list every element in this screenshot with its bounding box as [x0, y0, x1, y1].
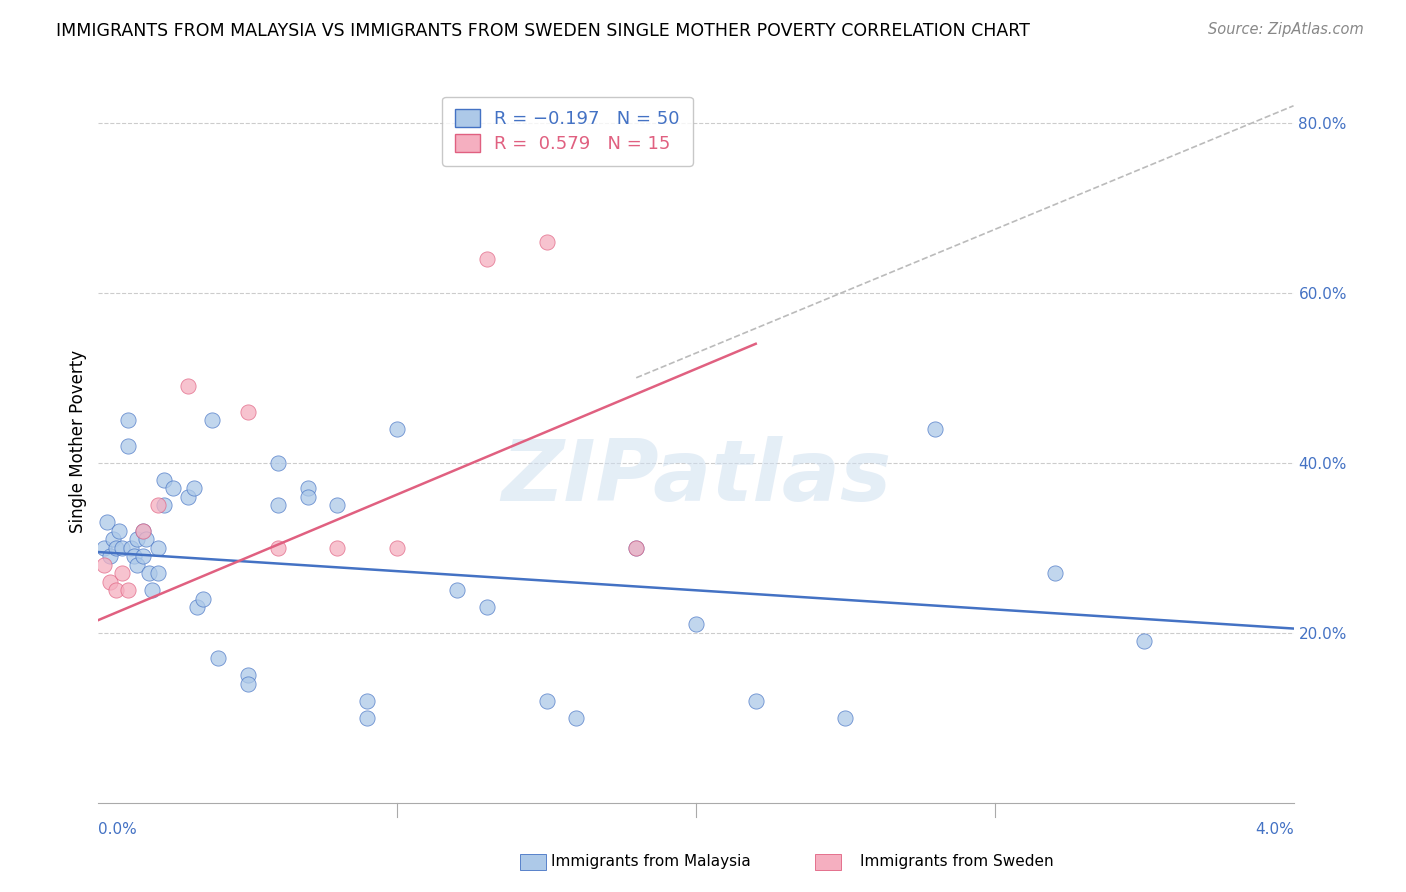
Point — [111, 541, 134, 555]
Point — [111, 566, 134, 581]
Point — [834, 711, 856, 725]
Point — [475, 600, 498, 615]
Point — [135, 533, 157, 547]
Point — [297, 490, 319, 504]
Point — [183, 481, 205, 495]
Point — [132, 549, 155, 564]
Point — [117, 413, 139, 427]
Point — [745, 694, 768, 708]
Point — [117, 583, 139, 598]
Point — [132, 524, 155, 538]
Point — [297, 481, 319, 495]
Point — [105, 541, 128, 555]
Text: ZIPatlas: ZIPatlas — [501, 436, 891, 519]
Point — [177, 490, 200, 504]
Point — [138, 566, 160, 581]
Point — [446, 583, 468, 598]
Point — [105, 583, 128, 598]
Point — [108, 524, 131, 538]
Text: 4.0%: 4.0% — [1254, 822, 1294, 837]
Point — [100, 549, 122, 564]
Point — [132, 524, 155, 538]
Text: IMMIGRANTS FROM MALAYSIA VS IMMIGRANTS FROM SWEDEN SINGLE MOTHER POVERTY CORRELA: IMMIGRANTS FROM MALAYSIA VS IMMIGRANTS F… — [56, 22, 1031, 40]
Point — [236, 677, 259, 691]
Point — [626, 541, 648, 555]
Point — [120, 541, 142, 555]
Text: Immigrants from Malaysia: Immigrants from Malaysia — [551, 855, 751, 869]
Point — [356, 711, 378, 725]
Text: Source: ZipAtlas.com: Source: ZipAtlas.com — [1208, 22, 1364, 37]
Text: Immigrants from Sweden: Immigrants from Sweden — [860, 855, 1054, 869]
Point — [1043, 566, 1066, 581]
Point — [385, 541, 409, 555]
Point — [626, 541, 648, 555]
Y-axis label: Single Mother Poverty: Single Mother Poverty — [69, 350, 87, 533]
Legend: R = −0.197   N = 50, R =  0.579   N = 15: R = −0.197 N = 50, R = 0.579 N = 15 — [441, 96, 693, 166]
Point — [565, 711, 588, 725]
Point — [96, 516, 118, 530]
Point — [148, 498, 170, 512]
Point — [356, 694, 378, 708]
Point — [148, 566, 170, 581]
Point — [127, 533, 149, 547]
Point — [326, 541, 349, 555]
Point — [177, 379, 200, 393]
Point — [267, 456, 290, 470]
Point — [236, 668, 259, 682]
Point — [201, 413, 224, 427]
Point — [475, 252, 498, 266]
Point — [191, 591, 214, 606]
Text: 0.0%: 0.0% — [98, 822, 138, 837]
Point — [186, 600, 208, 615]
Point — [1133, 634, 1156, 648]
Point — [385, 422, 409, 436]
Point — [685, 617, 707, 632]
Point — [100, 574, 122, 589]
Point — [141, 583, 163, 598]
Point — [267, 498, 290, 512]
Point — [103, 533, 125, 547]
Point — [326, 498, 349, 512]
Point — [124, 549, 146, 564]
Point — [153, 498, 176, 512]
Point — [536, 694, 558, 708]
Point — [267, 541, 290, 555]
Point — [93, 558, 115, 572]
Point — [148, 541, 170, 555]
Point — [162, 481, 184, 495]
Point — [236, 405, 259, 419]
Point — [93, 541, 115, 555]
Point — [153, 473, 176, 487]
Point — [127, 558, 149, 572]
Point — [117, 439, 139, 453]
Point — [536, 235, 558, 249]
Point — [924, 422, 946, 436]
Point — [207, 651, 229, 665]
